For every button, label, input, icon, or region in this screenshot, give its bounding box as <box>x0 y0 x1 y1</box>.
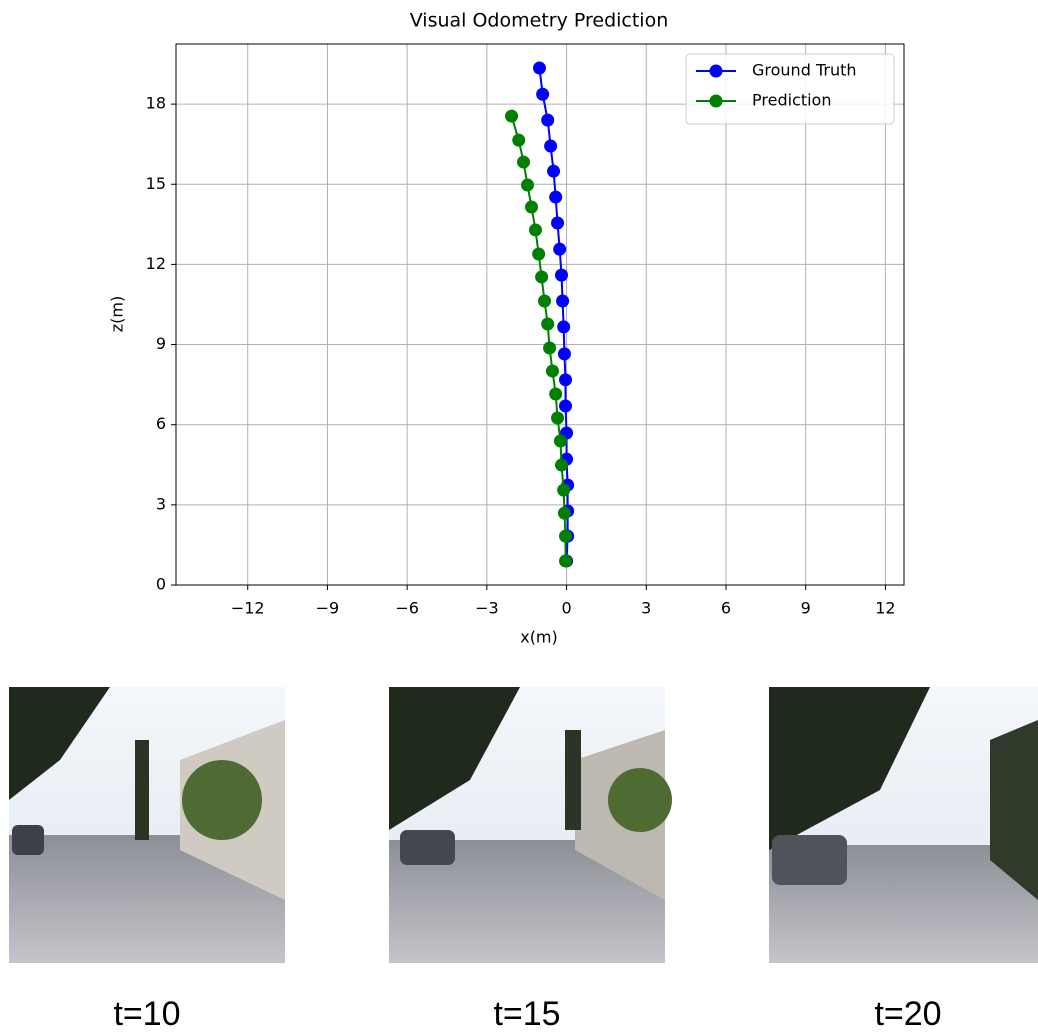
point <box>536 87 550 101</box>
frame-caption: t=10 <box>113 995 180 1033</box>
x-tick-label: 3 <box>641 599 651 618</box>
point <box>528 223 542 237</box>
point <box>556 294 570 308</box>
photos <box>9 687 1038 963</box>
point <box>553 242 567 256</box>
y-tick-label: 0 <box>156 575 166 594</box>
point <box>555 268 569 282</box>
point <box>505 109 519 123</box>
legend-label: Prediction <box>752 91 831 110</box>
point <box>555 458 569 472</box>
point <box>559 373 573 387</box>
legend-marker <box>709 64 723 78</box>
point <box>551 216 565 230</box>
photo <box>769 687 1038 963</box>
plot-frame <box>175 43 905 586</box>
chart-title: Visual Odometry Prediction <box>410 10 669 32</box>
x-tick-label: −3 <box>475 599 499 618</box>
point <box>512 133 526 147</box>
legend-marker <box>709 94 723 108</box>
x-tick-label: 0 <box>561 599 571 618</box>
y-tick-label: 15 <box>146 174 166 193</box>
point <box>557 347 571 361</box>
point <box>549 190 563 204</box>
photo <box>9 687 285 963</box>
legend: Ground Truth Prediction <box>685 53 895 125</box>
frame-caption: t=20 <box>874 995 941 1033</box>
point <box>544 139 558 153</box>
y-tick-label: 12 <box>146 254 166 273</box>
point <box>547 164 561 178</box>
point <box>532 61 546 75</box>
point <box>557 483 571 497</box>
point <box>559 529 573 543</box>
y-tick-label: 3 <box>156 494 166 513</box>
x-tick-label: −9 <box>316 599 340 618</box>
x-tick-label: 9 <box>801 599 811 618</box>
y-tick-label: 6 <box>156 414 166 433</box>
legend-box <box>685 53 895 125</box>
point <box>538 294 552 308</box>
series-line <box>510 115 567 561</box>
x-tick-label: 12 <box>875 599 895 618</box>
point <box>541 113 555 127</box>
point <box>545 364 559 378</box>
point <box>532 247 546 261</box>
point <box>535 270 549 284</box>
point <box>553 434 567 448</box>
point <box>559 554 573 568</box>
y-tick-label: 18 <box>146 94 166 113</box>
photo <box>389 687 672 963</box>
frame-caption: t=15 <box>493 995 560 1033</box>
point <box>517 155 531 169</box>
y-axis-label: z(m) <box>108 296 127 332</box>
x-tick-label: −12 <box>231 599 265 618</box>
point <box>541 317 555 331</box>
point <box>549 387 563 401</box>
x-tick-label: 6 <box>721 599 731 618</box>
point <box>521 178 535 192</box>
x-tick-label: −6 <box>395 599 419 618</box>
y-tick-label: 9 <box>156 334 166 353</box>
point <box>524 200 538 214</box>
point <box>559 399 573 413</box>
point <box>543 341 557 355</box>
point <box>557 506 571 520</box>
legend-label: Ground Truth <box>752 61 857 80</box>
x-axis-label: x(m) <box>520 628 558 647</box>
point <box>557 320 571 334</box>
point <box>551 411 565 425</box>
